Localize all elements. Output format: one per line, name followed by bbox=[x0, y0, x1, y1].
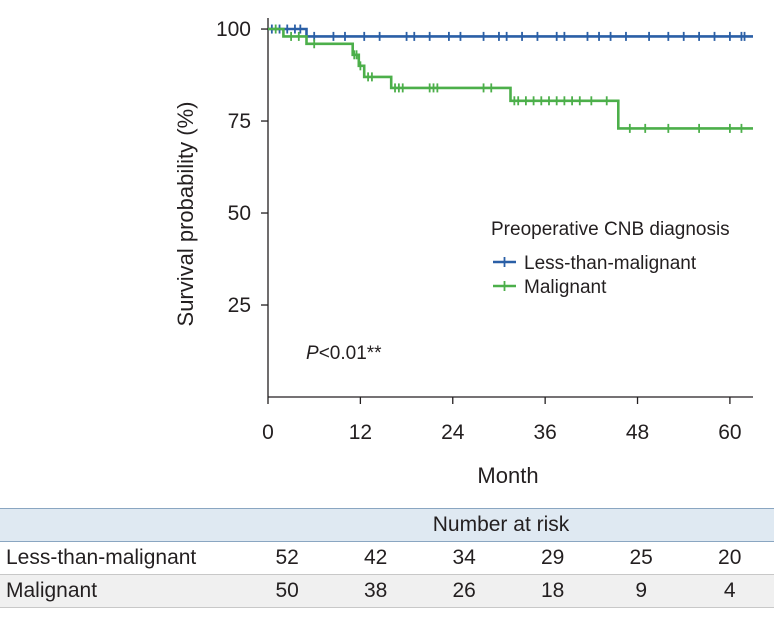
risk-value: 42 bbox=[331, 541, 420, 575]
risk-value: 34 bbox=[419, 541, 509, 575]
risk-row-label: Malignant bbox=[0, 574, 243, 608]
x-tick-label: 0 bbox=[262, 421, 274, 444]
axes bbox=[267, 18, 753, 398]
series-malignant bbox=[268, 24, 753, 133]
y-tick-label: 75 bbox=[228, 110, 251, 133]
p-value-rest: <0.01** bbox=[319, 343, 382, 364]
y-tick-label: 100 bbox=[216, 18, 251, 41]
legend: Preoperative CNB diagnosis Less-than-mal… bbox=[491, 219, 730, 298]
x-tick-label: 48 bbox=[626, 421, 649, 444]
x-tick-label: 60 bbox=[718, 421, 741, 444]
risk-table-header: Number at risk bbox=[0, 508, 774, 542]
y-tick-label: 50 bbox=[228, 202, 251, 225]
risk-table-header-label: Number at risk bbox=[0, 508, 774, 542]
survival-line bbox=[268, 27, 753, 38]
y-ticks: 25 50 75 100 bbox=[216, 18, 268, 317]
p-value-annotation: P<0.01** bbox=[306, 343, 382, 364]
legend-item-less-than-malignant: Less-than-malignant bbox=[493, 253, 697, 274]
y-tick-label: 25 bbox=[228, 294, 251, 317]
x-ticks: 0 12 24 36 48 60 bbox=[262, 397, 742, 444]
p-value-italic: P bbox=[306, 343, 319, 364]
risk-value: 4 bbox=[685, 574, 774, 608]
risk-value: 50 bbox=[242, 574, 332, 608]
legend-items: Less-than-malignant Malignant bbox=[493, 253, 697, 298]
survival-curves bbox=[268, 24, 753, 133]
x-tick-label: 12 bbox=[349, 421, 372, 444]
x-axis-title: Month bbox=[477, 463, 538, 488]
risk-value: 20 bbox=[685, 541, 774, 575]
risk-row-less-than-malignant: Less-than-malignant 52 42 34 29 25 20 bbox=[0, 541, 774, 575]
series-less-than-malignant bbox=[268, 24, 753, 41]
legend-label: Less-than-malignant bbox=[524, 253, 697, 274]
legend-item-malignant: Malignant bbox=[493, 277, 607, 298]
y-axis-title: Survival probability (%) bbox=[173, 102, 198, 327]
x-tick-label: 24 bbox=[441, 421, 465, 444]
risk-row-label: Less-than-malignant bbox=[0, 541, 243, 575]
risk-value: 9 bbox=[596, 574, 686, 608]
risk-value: 38 bbox=[331, 574, 420, 608]
risk-value: 26 bbox=[419, 574, 509, 608]
risk-value: 25 bbox=[596, 541, 686, 575]
risk-row-malignant: Malignant 50 38 26 18 9 4 bbox=[0, 574, 774, 608]
legend-title: Preoperative CNB diagnosis bbox=[491, 219, 730, 240]
risk-table: Number at risk Less-than-malignant 52 42… bbox=[0, 508, 774, 608]
risk-value: 18 bbox=[508, 574, 597, 608]
risk-value: 52 bbox=[242, 541, 332, 575]
risk-value: 29 bbox=[508, 541, 597, 575]
survival-chart: 25 50 75 100 0 12 24 36 48 60 Survival probabili… bbox=[173, 18, 753, 488]
survival-line bbox=[268, 27, 753, 130]
legend-label: Malignant bbox=[524, 277, 607, 298]
x-tick-label: 36 bbox=[533, 421, 556, 444]
km-plot: 25 50 75 100 0 12 24 36 48 60 Survival probabili… bbox=[173, 18, 753, 488]
